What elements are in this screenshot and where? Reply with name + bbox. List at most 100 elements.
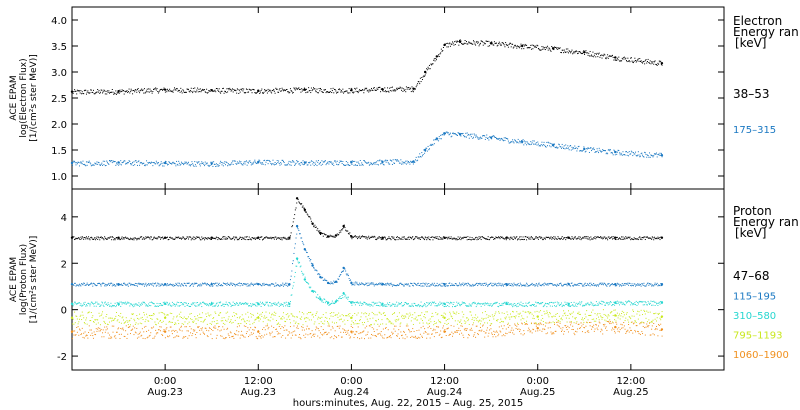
data-point (475, 237, 477, 239)
data-point (125, 284, 127, 286)
data-point (371, 283, 373, 285)
data-point (92, 303, 94, 305)
data-point (310, 87, 312, 89)
data-point (614, 314, 617, 317)
data-point (90, 165, 92, 167)
data-point (117, 303, 119, 305)
data-point (622, 302, 624, 304)
data-point (208, 314, 210, 316)
data-point (452, 132, 454, 134)
data-point (257, 316, 260, 319)
data-point (479, 236, 481, 238)
data-point (174, 88, 176, 90)
data-point (75, 285, 77, 287)
data-point (331, 163, 333, 165)
data-point (541, 237, 543, 239)
data-point (550, 50, 552, 52)
data-point (615, 151, 617, 153)
data-point (303, 278, 305, 280)
data-point (661, 237, 663, 239)
data-point (171, 312, 173, 314)
data-point (273, 164, 275, 166)
data-point (588, 55, 590, 57)
data-point (134, 282, 136, 284)
data-point (394, 305, 396, 307)
data-point (637, 151, 639, 153)
data-point (659, 61, 661, 63)
data-point (591, 284, 593, 286)
data-point (570, 302, 572, 304)
data-point (330, 235, 332, 237)
data-point (70, 316, 74, 319)
data-point (536, 237, 538, 239)
data-point (490, 282, 492, 284)
data-point (220, 238, 222, 240)
data-point (633, 303, 635, 305)
data-point (74, 301, 76, 303)
data-point (623, 303, 625, 305)
data-point (357, 312, 359, 314)
data-point (433, 320, 435, 322)
data-point (452, 311, 454, 313)
data-point (418, 304, 420, 306)
data-point (595, 236, 597, 238)
data-point (352, 92, 354, 94)
data-point (78, 321, 80, 323)
data-point (143, 164, 145, 166)
data-point (373, 87, 375, 89)
data-point (311, 314, 313, 316)
data-point (645, 302, 647, 304)
data-point (447, 238, 449, 240)
data-point (383, 305, 385, 307)
data-point (117, 319, 119, 321)
data-point (258, 159, 260, 161)
data-point (365, 237, 367, 239)
data-point (649, 156, 651, 158)
data-point (113, 284, 115, 286)
data-point (138, 90, 140, 92)
data-point (452, 238, 454, 240)
data-point (289, 238, 291, 240)
data-point (575, 284, 577, 286)
data-point (239, 316, 241, 318)
data-point (535, 236, 537, 238)
data-point (311, 90, 313, 92)
data-point (461, 283, 463, 285)
data-point (523, 144, 525, 146)
data-point (130, 238, 132, 240)
data-point (102, 304, 104, 306)
data-point (491, 305, 493, 307)
data-point (180, 238, 182, 240)
data-point (475, 306, 477, 308)
data-point (185, 318, 187, 320)
data-point (491, 285, 493, 287)
data-point (222, 285, 224, 287)
data-point (592, 238, 594, 240)
data-point (449, 301, 451, 303)
data-point (102, 237, 104, 239)
data-point (141, 90, 143, 92)
data-point (385, 304, 387, 306)
data-point (512, 303, 514, 305)
data-point (360, 90, 362, 92)
data-point (500, 237, 502, 239)
data-point (171, 237, 173, 239)
data-point (345, 90, 347, 92)
data-point (152, 302, 154, 304)
data-point (528, 285, 530, 287)
data-point (303, 89, 305, 91)
data-point (111, 89, 113, 91)
data-point (476, 40, 478, 42)
data-point (292, 225, 294, 227)
data-point (364, 312, 366, 314)
data-point (475, 283, 477, 285)
data-point (495, 236, 497, 238)
data-point (508, 304, 510, 306)
data-point (530, 143, 532, 145)
data-point (296, 202, 298, 204)
data-point (382, 323, 384, 325)
data-point (511, 43, 513, 45)
data-point (96, 91, 98, 93)
data-point (640, 60, 642, 62)
data-point (632, 62, 634, 64)
